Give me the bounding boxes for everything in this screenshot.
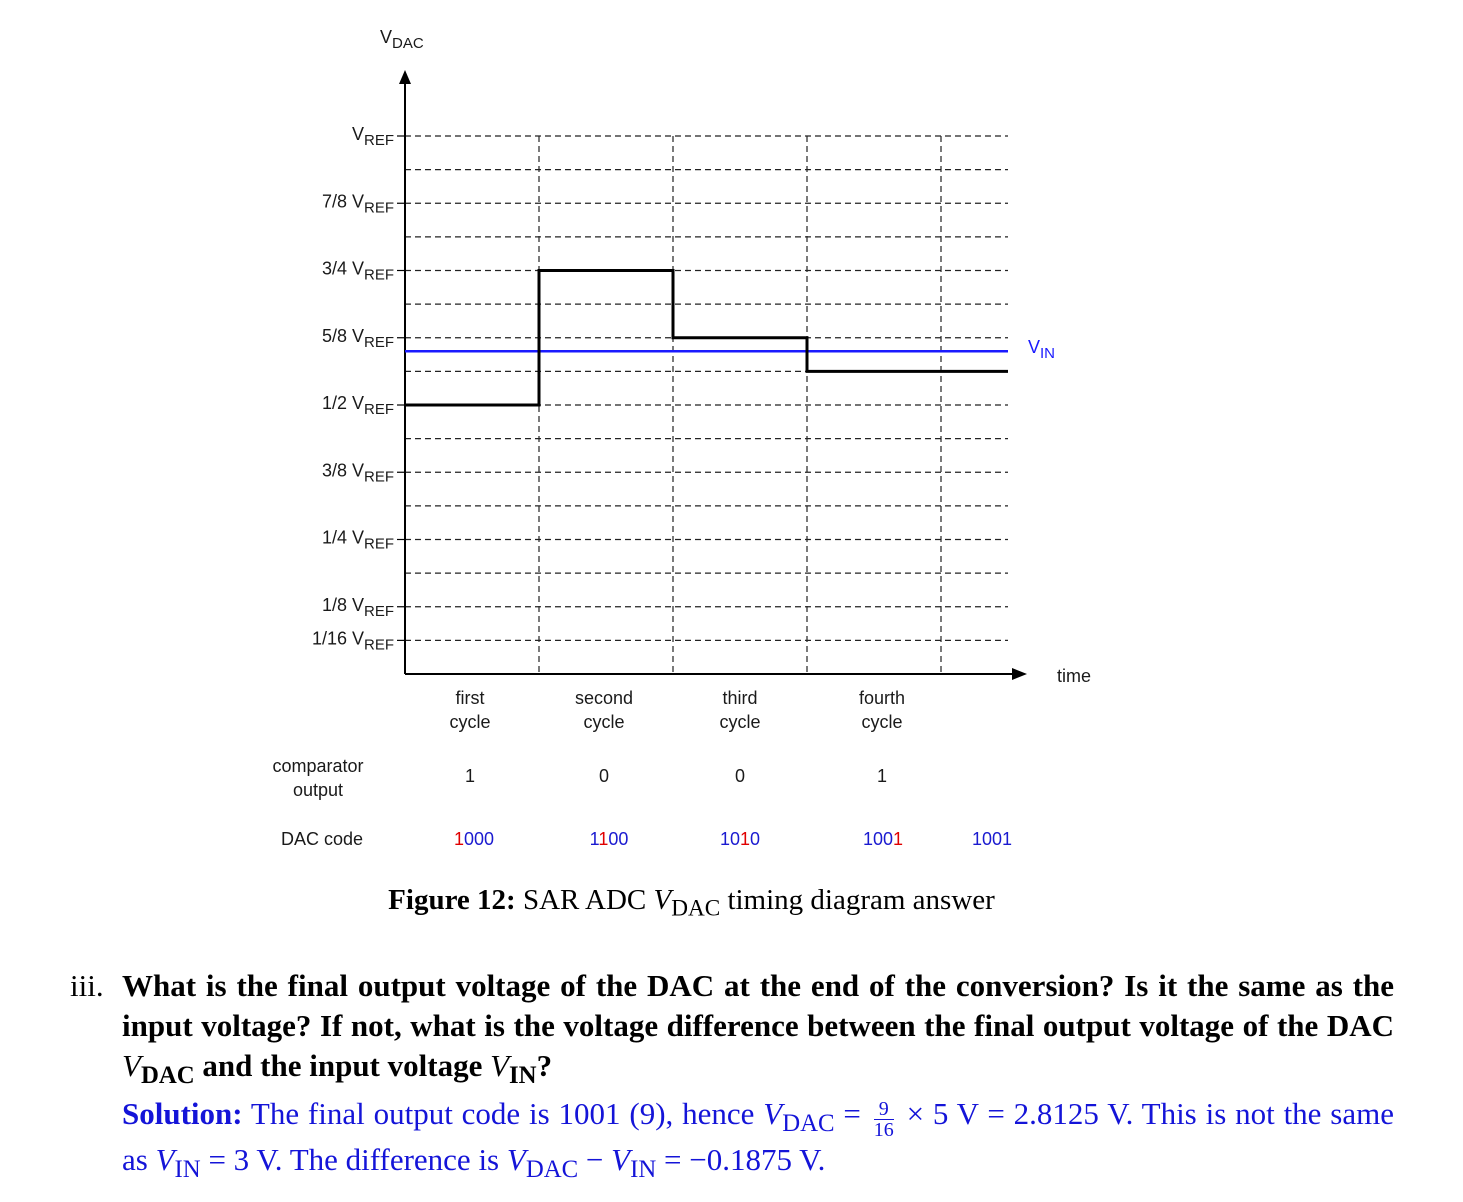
y-tick-label-8: 1/16 VREF bbox=[312, 628, 394, 653]
question-text: What is the final output voltage of the … bbox=[122, 966, 1394, 1089]
x-axis-arrowhead bbox=[1012, 668, 1027, 680]
dac-code-label: DAC code bbox=[281, 829, 363, 849]
y-tick-label-6: 1/4 VREF bbox=[322, 528, 394, 553]
comparator-label-line2: output bbox=[293, 780, 343, 800]
solution-label: Solution: bbox=[122, 1096, 243, 1131]
cycle-label-1-line2: cycle bbox=[449, 712, 490, 732]
sar-adc-timing-diagram: VDAC time VREF 7/8 VREF 3/4 VREF 5/8 VREF 1/2 … bbox=[272, 27, 1091, 849]
dac-code-5: 1001 bbox=[972, 829, 1012, 849]
solution-minus: − bbox=[578, 1142, 612, 1177]
y-tick-label-7: 1/8 VREF bbox=[322, 595, 394, 620]
dac-code-2: 1100 bbox=[590, 829, 629, 849]
vdac-step-line bbox=[405, 269, 1008, 407]
solution-v-dac-2-sub: DAC bbox=[525, 1155, 579, 1183]
solution-part-3: = 3 V. The difference is bbox=[200, 1142, 507, 1177]
solution-v-in: V bbox=[155, 1142, 175, 1177]
cycle-label-3-line1: third bbox=[722, 688, 757, 708]
vin-label: VIN bbox=[1028, 337, 1055, 362]
comparator-value-2: 0 bbox=[599, 766, 609, 786]
caption-v-sub: DAC bbox=[671, 895, 721, 922]
solution-part-4: = −0.1875 V. bbox=[656, 1142, 826, 1177]
comparator-value-3: 0 bbox=[735, 766, 745, 786]
caption-text-post: timing diagram answer bbox=[720, 884, 995, 916]
y-tick-label-3: 5/8 VREF bbox=[322, 326, 394, 351]
cycle-label-2-line2: cycle bbox=[583, 712, 624, 732]
cycle-label-2-line1: second bbox=[575, 688, 633, 708]
solution-v-in-2: V bbox=[611, 1142, 631, 1177]
solution-v-in-2-sub: IN bbox=[630, 1155, 657, 1183]
solution-v-dac-2: V bbox=[506, 1142, 526, 1177]
caption-text-pre: SAR ADC bbox=[515, 884, 654, 916]
y-tick-label-2: 3/4 VREF bbox=[322, 259, 394, 284]
y-axis-label: VDAC bbox=[380, 27, 424, 52]
solution-text: Solution: The final output code is 1001 … bbox=[122, 1094, 1394, 1183]
question-part-3: ? bbox=[536, 1048, 553, 1083]
y-axis-arrowhead bbox=[399, 70, 411, 84]
comparator-value-4: 1 bbox=[877, 766, 887, 786]
cycle-label-3-line2: cycle bbox=[719, 712, 760, 732]
y-tick-label-4: 1/2 VREF bbox=[322, 393, 394, 418]
solution-part-2: × 5 V = 2.8125 V. This is not the same a… bbox=[122, 1096, 1394, 1177]
cycle-label-4-line2: cycle bbox=[861, 712, 902, 732]
comparator-label-line1: comparator bbox=[272, 756, 363, 776]
dac-code-1: 1000 bbox=[454, 829, 494, 849]
solution-equals: = bbox=[834, 1096, 870, 1131]
question-part-1: What is the final output voltage of the … bbox=[122, 968, 1394, 1043]
figure-caption: Figure 12: SAR ADC VDAC timing diagram a… bbox=[0, 884, 1383, 920]
solution-fraction: 9 16 bbox=[873, 1099, 894, 1141]
solution-v-dac: V bbox=[763, 1096, 783, 1131]
question-v-dac-sub: DAC bbox=[140, 1061, 195, 1089]
solution-part-1: The final output code is 1001 (9), hence bbox=[242, 1096, 764, 1131]
y-tick-label-5: 3/8 VREF bbox=[322, 460, 394, 485]
question-part-2: and the input voltage bbox=[194, 1048, 491, 1083]
question-v-dac: V bbox=[122, 1048, 141, 1083]
solution-v-dac-sub: DAC bbox=[782, 1109, 835, 1137]
cycle-label-4-line1: fourth bbox=[859, 688, 905, 708]
question-number: iii. bbox=[70, 968, 104, 1003]
dac-code-3: 1010 bbox=[720, 829, 760, 849]
dac-code-4: 1001 bbox=[863, 829, 903, 849]
caption-v: V bbox=[653, 884, 672, 916]
cycle-label-1-line1: first bbox=[456, 688, 485, 708]
x-axis-label: time bbox=[1057, 666, 1091, 686]
solution-v-in-sub: IN bbox=[174, 1155, 201, 1183]
question-v-in-sub: IN bbox=[509, 1061, 537, 1089]
question-v-in: V bbox=[490, 1048, 510, 1083]
caption-figure-number: Figure 12: bbox=[388, 884, 516, 916]
fraction-denominator: 16 bbox=[873, 1119, 894, 1141]
y-tick-label-0: VREF bbox=[352, 124, 394, 149]
y-tick-label-1: 7/8 VREF bbox=[322, 191, 394, 216]
fraction-numerator: 9 bbox=[873, 1099, 894, 1120]
comparator-value-1: 1 bbox=[465, 766, 475, 786]
